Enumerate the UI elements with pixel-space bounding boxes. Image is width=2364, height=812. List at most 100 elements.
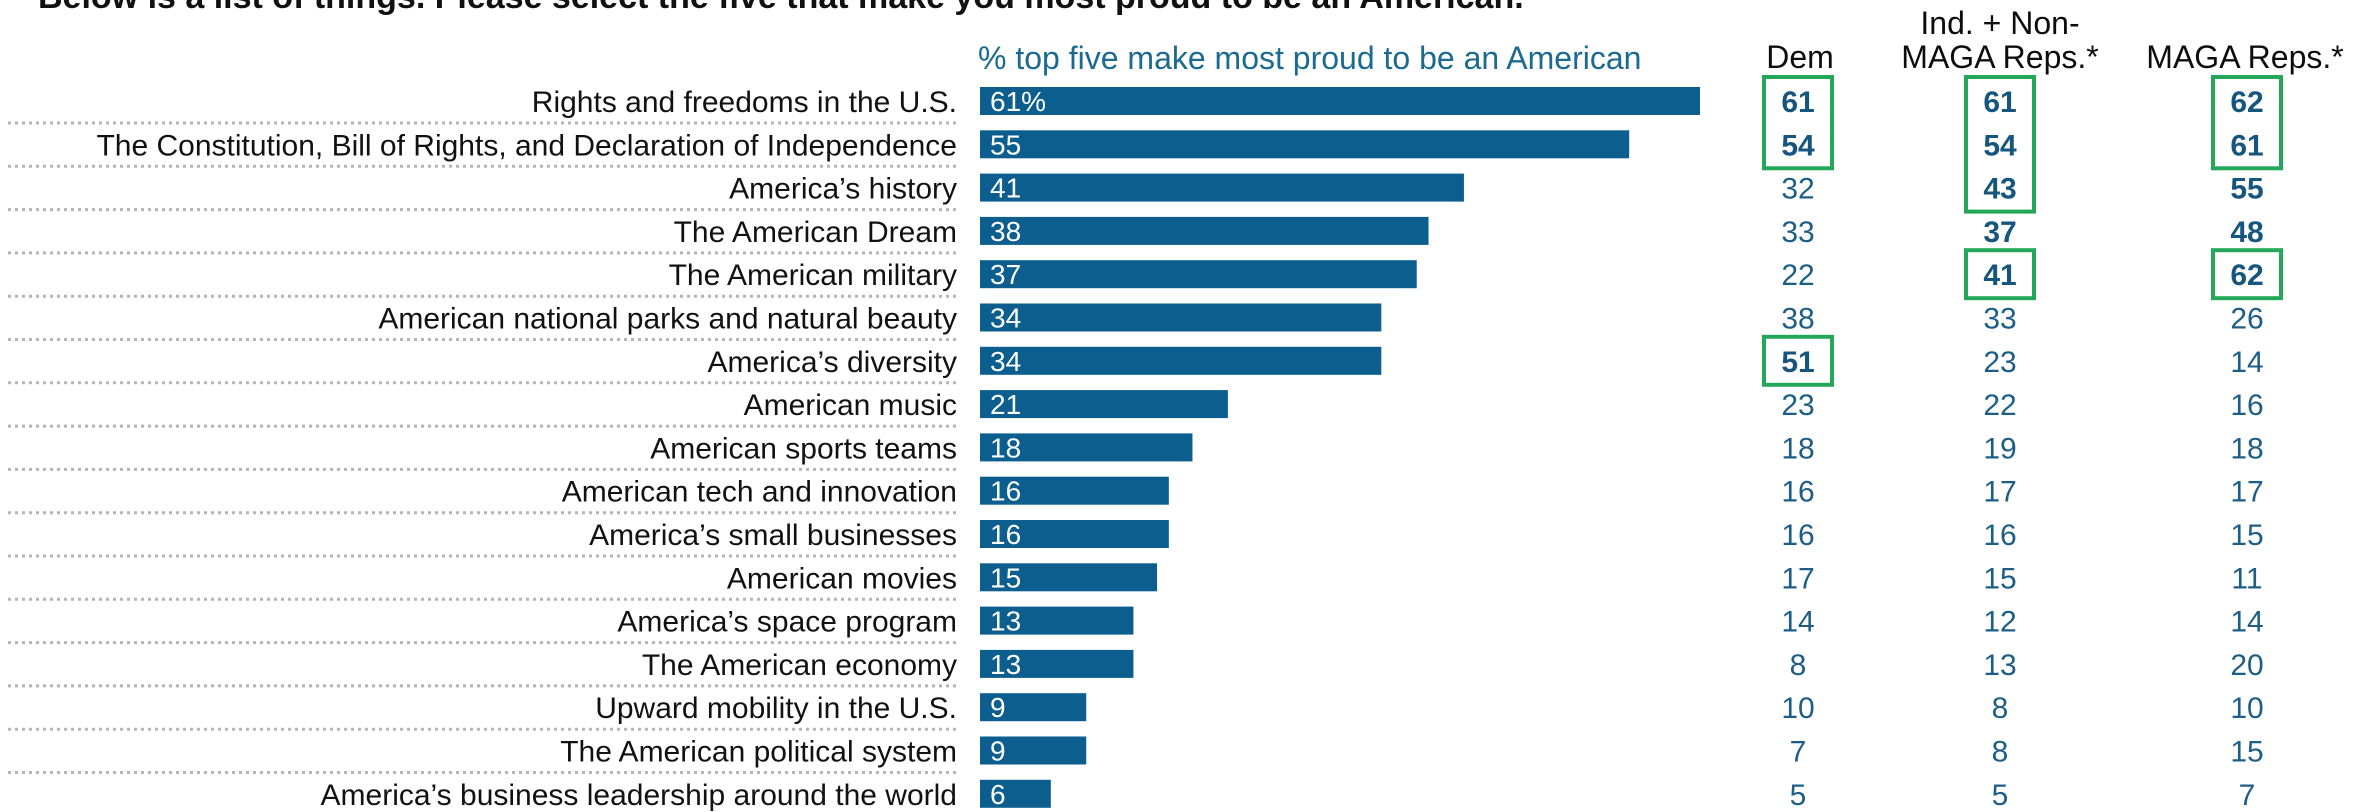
table-cell-maga: 61	[2230, 129, 2263, 162]
table-cell-ind: 16	[1983, 519, 2016, 552]
table-cell-maga: 10	[2230, 692, 2263, 725]
table-cell-ind: 33	[1983, 303, 2016, 336]
bar	[980, 87, 1700, 115]
row-label: American movies	[727, 562, 957, 595]
bar-value-label: 13	[990, 606, 1021, 637]
table-cell-dem: 51	[1781, 346, 1814, 379]
highlight-box-dem	[1762, 75, 1834, 171]
bar-value-label: 6	[990, 779, 1006, 810]
highlight-box-ind	[1964, 248, 2036, 301]
table-cell-ind: 37	[1983, 216, 2016, 249]
row-label: America’s small businesses	[589, 519, 957, 552]
bar-value-label: 16	[990, 476, 1021, 507]
table-cell-maga: 20	[2230, 649, 2263, 682]
table-cell-ind: 22	[1983, 389, 2016, 422]
row-label: America’s business leadership around the…	[321, 779, 957, 812]
bar-column-header: % top five make most proud to be an Amer…	[978, 40, 1642, 76]
table-cell-maga: 7	[2239, 779, 2256, 812]
bar-value-label: 21	[990, 389, 1021, 420]
highlight-box-ind	[1964, 75, 2036, 214]
table-cell-maga: 62	[2230, 86, 2263, 119]
table-cell-dem: 33	[1781, 216, 1814, 249]
bar-value-label: 9	[990, 692, 1006, 723]
column-header-ind: Ind. + Non- MAGA Reps.*	[1880, 6, 2120, 74]
row-label: The American military	[669, 259, 957, 292]
table-cell-ind: 15	[1983, 562, 2016, 595]
table-cell-dem: 5	[1790, 779, 1807, 812]
bar	[980, 433, 1193, 462]
table-cell-ind: 5	[1992, 779, 2009, 812]
table-cell-ind: 43	[1983, 173, 2016, 206]
table-cell-ind: 13	[1983, 649, 2016, 682]
row-label: American sports teams	[650, 432, 957, 465]
table-cell-maga: 55	[2230, 173, 2263, 206]
bar	[980, 563, 1158, 592]
bar-value-label: 37	[990, 259, 1021, 290]
table-cell-maga: 15	[2230, 736, 2263, 769]
table-cell-maga: 11	[2231, 562, 2262, 595]
table-cell-maga: 14	[2230, 346, 2263, 379]
bar-value-label: 34	[990, 303, 1021, 334]
bar	[980, 649, 1134, 678]
bar	[980, 130, 1630, 159]
bar-value-label: 41	[990, 173, 1021, 204]
row-label: The Constitution, Bill of Rights, and De…	[96, 129, 957, 162]
row-label: American tech and innovation	[562, 476, 957, 509]
table-cell-dem: 61	[1781, 86, 1814, 119]
row-label: American music	[744, 389, 957, 422]
bar	[980, 216, 1429, 245]
table-cell-maga: 62	[2230, 259, 2263, 292]
table-cell-maga: 26	[2230, 303, 2263, 336]
table-cell-maga: 18	[2230, 432, 2263, 465]
column-header-dem-line1: Dem	[1766, 39, 1834, 75]
highlight-box-maga	[2211, 75, 2283, 171]
row-label: America’s history	[729, 173, 957, 206]
row-label: American national parks and natural beau…	[378, 303, 957, 336]
table-cell-maga: 15	[2230, 519, 2263, 552]
row-label: America’s diversity	[707, 346, 957, 379]
table-cell-dem: 16	[1781, 519, 1814, 552]
column-header-ind-line2: MAGA Reps.*	[1901, 39, 2099, 75]
bar	[980, 260, 1417, 289]
bar-value-label: 18	[990, 432, 1021, 463]
table-cell-ind: 17	[1983, 476, 2016, 509]
column-header-maga: MAGA Reps.*	[2130, 40, 2360, 74]
bar	[980, 779, 1051, 808]
bar-value-label: 9	[990, 736, 1006, 767]
table-cell-dem: 8	[1790, 649, 1807, 682]
bar	[980, 693, 1087, 722]
bar	[980, 346, 1382, 375]
row-label: The American Dream	[674, 216, 957, 249]
table-cell-dem: 54	[1781, 129, 1815, 162]
highlight-box-dem	[1762, 334, 1834, 387]
row-label: Rights and freedoms in the U.S.	[532, 86, 957, 119]
bar-value-label: 38	[990, 216, 1021, 247]
bar-value-label: 34	[990, 346, 1021, 377]
table-cell-dem: 7	[1790, 736, 1807, 769]
column-header-ind-line1: Ind. + Non-	[1920, 5, 2080, 41]
table-cell-maga: 48	[2230, 216, 2263, 249]
bar	[980, 173, 1464, 202]
table-cell-ind: 8	[1992, 736, 2009, 769]
bar-value-label: 15	[990, 562, 1021, 593]
table-cell-ind: 8	[1992, 692, 2009, 725]
table-cell-dem: 10	[1781, 692, 1814, 725]
table-cell-ind: 61	[1983, 86, 2016, 119]
table-cell-dem: 16	[1781, 476, 1814, 509]
table-cell-dem: 18	[1781, 432, 1814, 465]
bar	[980, 303, 1382, 332]
bar	[980, 736, 1087, 765]
table-cell-maga: 16	[2230, 389, 2263, 422]
table-cell-dem: 32	[1781, 173, 1814, 206]
table-cell-ind: 54	[1983, 129, 2017, 162]
bar	[980, 476, 1169, 505]
bar	[980, 606, 1134, 635]
row-label: Upward mobility in the U.S.	[595, 692, 957, 725]
table-cell-ind: 23	[1983, 346, 2016, 379]
bar	[980, 520, 1169, 548]
table-cell-dem: 22	[1781, 259, 1814, 292]
table-cell-ind: 41	[1983, 259, 2016, 292]
column-header-maga-line1: MAGA Reps.*	[2146, 39, 2344, 75]
table-cell-dem: 14	[1781, 606, 1814, 639]
